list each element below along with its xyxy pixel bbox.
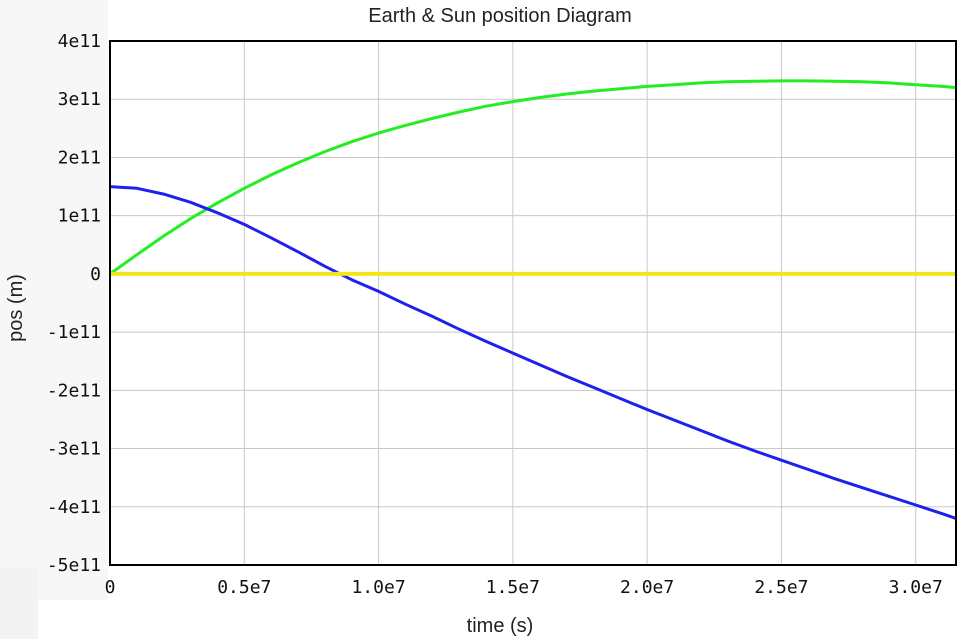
x-tick-label: 0.5e7 [217, 577, 271, 598]
series-line-earth-y [109, 79, 957, 276]
x-tick-label: 1.5e7 [486, 577, 540, 598]
x-axis-label: time (s) [467, 615, 534, 637]
series-lines [109, 79, 957, 520]
y-tick-label: -1e11 [47, 322, 101, 343]
plot-area [110, 41, 956, 565]
x-tick-label: 2.0e7 [620, 577, 674, 598]
plot-frame [109, 40, 957, 566]
left-margin-band [0, 0, 108, 600]
y-tick-label: 2e11 [58, 147, 101, 168]
x-tick-label: 0 [105, 577, 116, 598]
chart-title: Earth & Sun position Diagram [368, 5, 631, 27]
y-tick-label: -3e11 [47, 439, 101, 460]
y-tick-label: -2e11 [47, 380, 101, 401]
x-tick-label: 3.0e7 [889, 577, 943, 598]
series-line-earth-x [109, 185, 957, 520]
y-tick-label: 3e11 [58, 89, 101, 110]
tick-labels: 0 0.5e7 1.0e7 1.5e7 2.0e7 2.5e7 3.0e7 4e11 3e11 2… [47, 31, 943, 598]
x-tick-label: 1.0e7 [351, 577, 405, 598]
x-tick-label: 2.5e7 [754, 577, 808, 598]
bottom-left-band [0, 568, 38, 639]
y-tick-label: -5e11 [47, 555, 101, 576]
y-tick-label: 0 [90, 264, 101, 285]
y-tick-label: -4e11 [47, 497, 101, 518]
y-tick-label: 4e11 [58, 31, 101, 52]
y-axis-label: pos (m) [5, 274, 27, 342]
y-tick-label: 1e11 [58, 206, 101, 227]
